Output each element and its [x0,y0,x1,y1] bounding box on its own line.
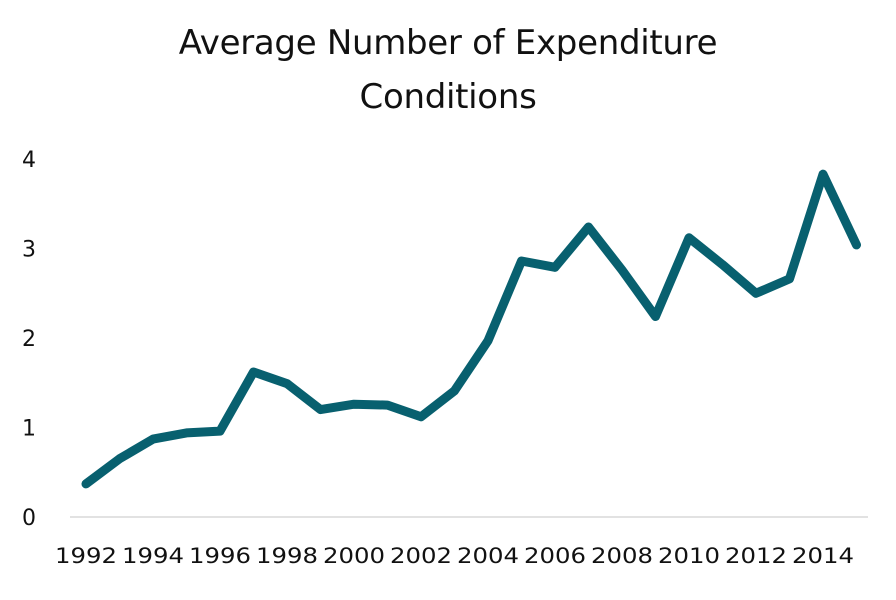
x-tick-label: 2002 [390,544,452,568]
x-tick-label: 1996 [189,544,251,568]
x-tick-label: 1992 [55,544,117,568]
x-tick-label: 2014 [792,544,854,568]
x-tick-label: 2012 [725,544,787,568]
y-tick-label: 2 [22,327,36,352]
x-tick-label: 2008 [591,544,653,568]
y-tick-label: 3 [22,238,36,263]
series-line [81,169,861,489]
x-tick-label: 2006 [524,544,586,568]
x-tick-label: 1998 [256,544,318,568]
y-axis-ticks: 0 1 2 3 4 [22,148,36,531]
x-axis-ticks: 1992 1994 1996 1998 2000 2002 2004 2006 2008 2010… [55,544,854,568]
chart-title-line-1: Average Number of Expenditure [178,23,718,63]
y-tick-label: 4 [22,148,36,173]
series-group [81,169,861,489]
x-tick-label: 2004 [457,544,519,568]
x-tick-label: 1994 [122,544,184,568]
x-tick-label: 2000 [323,544,385,568]
x-tick-label: 2010 [658,544,720,568]
chart-title-line-2: Conditions [359,77,537,117]
y-tick-label: 0 [22,506,36,531]
y-tick-label: 1 [22,417,36,442]
